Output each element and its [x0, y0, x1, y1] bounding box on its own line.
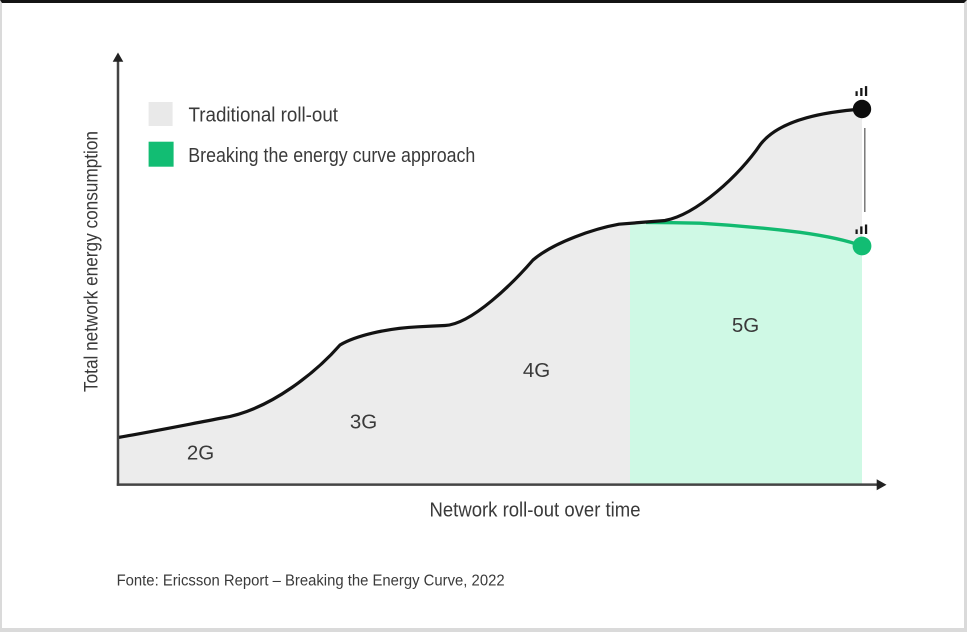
svg-text:Network roll-out over time: Network roll-out over time [430, 498, 641, 521]
svg-text:Traditional roll-out: Traditional roll-out [189, 105, 339, 127]
svg-text:Fonte: Ericsson Report – Break: Fonte: Ericsson Report – Breaking the En… [117, 573, 505, 590]
svg-text:5G: 5G [732, 314, 759, 337]
svg-text:2G: 2G [187, 442, 214, 465]
svg-text:3G: 3G [350, 411, 377, 434]
svg-text:Breaking the energy curve appr: Breaking the energy curve approach [188, 145, 475, 167]
svg-text:4G: 4G [523, 359, 550, 382]
svg-text:Total network energy consumpti: Total network energy consumption [81, 131, 103, 392]
